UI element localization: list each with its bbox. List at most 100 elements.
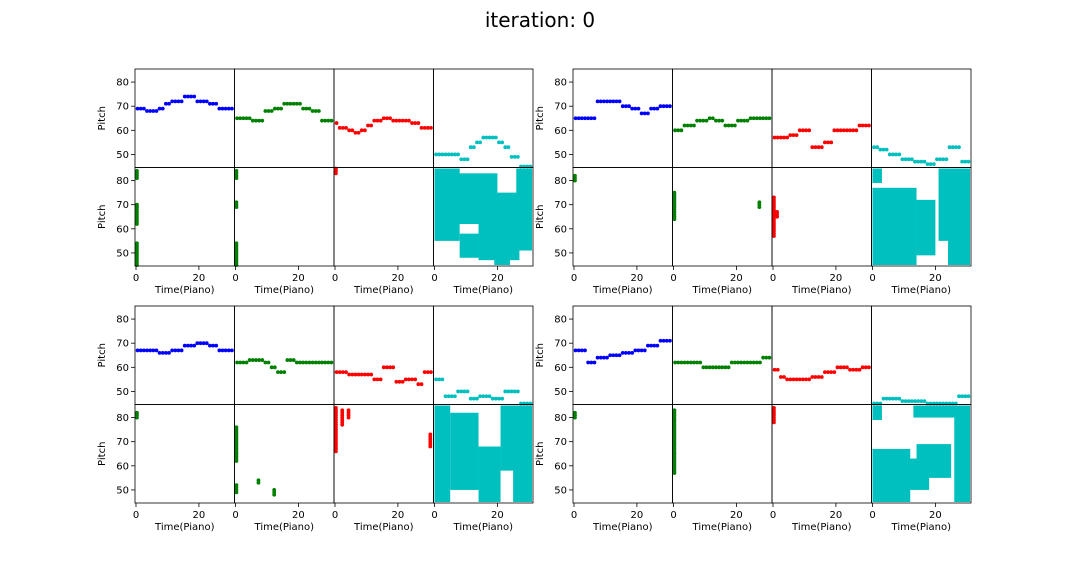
panel-C-r1c2-xlabel: Time(Piano) <box>353 522 414 533</box>
panel-A-r0c2-note-point <box>356 130 361 135</box>
panel-B-r0c1-note-point <box>767 116 772 121</box>
panel-B-r1c0-xlabel: Time(Piano) <box>592 285 653 296</box>
panel-C-r0c1-note-point <box>272 365 277 370</box>
panel-A-r0c1-note-point <box>301 106 306 111</box>
panel-A-r0c2-note-point <box>384 116 389 121</box>
panel-A-r0c3-note-point <box>459 157 464 162</box>
panel-B-r0c3-note-point <box>931 162 936 166</box>
panel-A-r0c3-note-point <box>468 145 473 150</box>
panel-A-r1c3-note-block <box>494 238 510 265</box>
panel-D-r0c0-note-point <box>614 353 619 358</box>
panel-A-r0c3-note-point <box>456 152 460 157</box>
panel-A-r0c2-note-point <box>410 121 414 125</box>
panel-C-r0c1-note-point <box>301 360 306 365</box>
panel-D-r0c2-note-point <box>778 375 783 379</box>
panel-B-r0c2-note-point <box>797 128 802 133</box>
panel-D-r0c3-note-point <box>891 396 895 401</box>
panel-C-r0c1-note-point <box>244 360 249 365</box>
panel-A-r0c2-note-point <box>381 116 386 121</box>
panel-B-r0c2-note-point <box>804 128 808 133</box>
panel-B-r0c3-note-point <box>881 147 886 152</box>
panel-C-r0c2-note-point <box>359 372 364 377</box>
panel-B-r0c0-note-point <box>668 104 672 109</box>
panel-B-r0c0-note-point <box>620 104 625 109</box>
panel-B-r0c1-note-point <box>704 118 709 123</box>
panel-C-r1c2-note-point <box>346 408 351 413</box>
panel-A-r1c1-note-point <box>234 169 239 173</box>
panel-D-r1c0-note-point <box>573 410 577 415</box>
panel-D-r1c3-note-block <box>872 405 882 420</box>
panel-B-r1c2-xtick-label: 0 <box>770 273 776 284</box>
panel-C-r1c0-ytick-label: 60 <box>116 461 129 472</box>
panel-A-r0c2-note-point <box>359 128 364 133</box>
panel-D-r0c0-note-point <box>586 360 591 365</box>
panel-A-r0c1-note-point <box>260 118 265 123</box>
panel-B-r0c0-note-point <box>623 104 628 109</box>
panel-C-r0c1-note-point <box>329 360 334 365</box>
panel-D-r0c2-note-point <box>860 365 865 370</box>
panel-D-r0c3-note-point <box>966 394 971 399</box>
panel-C-r0c3-note-point <box>468 396 473 401</box>
panel-A-r0c3-note-point <box>475 140 479 145</box>
panel-C-r0c0-ylabel: Pitch <box>97 343 108 367</box>
panel-B-r0c1-note-point <box>739 118 744 123</box>
panel-A-r1c3-xlabel: Time(Piano) <box>453 285 514 296</box>
panel-D-r0c1-note-point <box>767 355 772 360</box>
panel-A-r1c2-frame <box>333 167 434 267</box>
panel-B-r0c1-note-point <box>720 118 725 123</box>
panel-C-r1c0-ytick-label: 80 <box>116 413 129 424</box>
panel-C-r1c1-note-point <box>234 425 239 430</box>
panel-D-r0c0-note-point <box>605 355 609 360</box>
panel-C-r0c2-note-point <box>391 365 396 370</box>
panel-B-r0c3-frame <box>871 68 972 168</box>
panel-A-r0c2-note-point <box>375 118 380 123</box>
panel-B-r0c3-note-point <box>909 157 914 162</box>
panel-B-r0c2-note-point <box>832 128 837 133</box>
panel-B-r0c1-note-point <box>701 118 706 123</box>
panel-A-r0c1-note-point <box>310 109 315 113</box>
panel-D-r0c0-note-point <box>655 343 660 348</box>
panel-D-r0c3-note-point <box>916 399 921 403</box>
panel-A-r0c0-note-point <box>135 106 140 111</box>
panel-B-r0c3-note-point <box>947 145 952 150</box>
panel-D-r0c2-note-point <box>794 377 799 382</box>
panel-D-r0c3-note-point <box>884 396 889 401</box>
panel-C-r0c2-note-point <box>340 370 345 375</box>
panel-D-r0c0-note-point <box>598 355 603 360</box>
panel-C-r1c3-note-block <box>434 405 451 502</box>
panel-B-r0c3-note-point <box>891 152 895 157</box>
panel-A-r0c1-note-point <box>247 116 252 121</box>
panel-C-r1c2-xtick-label: 0 <box>332 510 338 521</box>
panel-D-r0c3-note-point <box>922 399 927 403</box>
panel-A-r1c1-xlabel: Time(Piano) <box>254 285 315 296</box>
panel-C-r1c1-note-point <box>256 478 261 483</box>
panel-A-r0c0-note-point <box>182 94 187 99</box>
panel-B-r0c3-note-point <box>938 157 943 162</box>
panel-A-r1c1-note-point <box>234 200 239 205</box>
panel-D-r0c1-note-point <box>751 360 756 365</box>
panel-D-r0c2-note-point <box>800 377 805 382</box>
panel-B-r1c3-xtick-label: 20 <box>929 273 942 284</box>
panel-D-r0c3-note-point <box>900 399 905 403</box>
panel-C-r0c2-note-point <box>347 372 352 377</box>
panel-C-r0c3-note-point <box>475 396 479 401</box>
panel-B-r0c2-note-point <box>854 128 859 133</box>
panel-B-r0c1-note-point <box>707 116 712 121</box>
panel-A-r0c0-ytick-label: 80 <box>116 78 129 89</box>
panel-D-r0c1-note-point <box>739 360 744 365</box>
panel-D-r1c0-ytick-label: 80 <box>554 413 567 424</box>
panel-D-r0c0-note-point <box>620 350 625 355</box>
panel-D-r0c2-note-point <box>785 377 790 382</box>
panel-D-r0c3-note-point <box>887 396 892 401</box>
panel-A-r0c0-note-point <box>154 109 159 113</box>
panel-A-r0c0-note-point <box>201 99 206 104</box>
panel-B-r0c0-note-point <box>639 111 644 116</box>
panel-B-r0c2-note-point <box>800 128 805 133</box>
panel-B-r0c0-note-point <box>605 99 609 104</box>
panel-A-r1c0-note-point <box>135 241 139 246</box>
panel-D-r0c3-note-point <box>957 394 961 399</box>
panel-B-r0c2-note-point <box>788 133 793 138</box>
panel-C-r0c3-note-point <box>487 394 492 399</box>
panel-C-r1c3-note-block <box>513 465 532 502</box>
panel-A-r0c0-note-point <box>145 109 149 113</box>
